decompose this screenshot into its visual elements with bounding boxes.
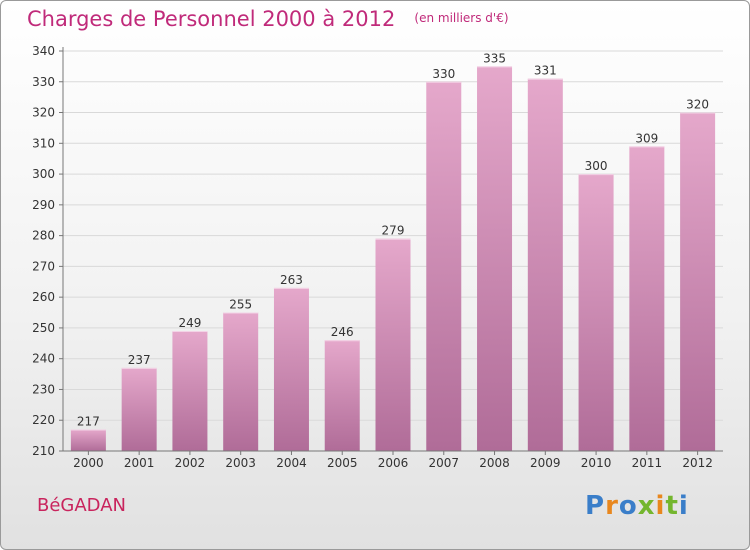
y-tick-label: 280 [32,229,55,243]
bar [527,78,563,451]
x-tick-label: 2012 [682,456,713,470]
y-tick-label: 290 [32,198,55,212]
y-tick-label: 340 [32,44,55,58]
data-label: 331 [534,64,557,78]
data-label: 255 [229,298,252,312]
y-tick-label: 300 [32,167,55,181]
y-tick-label: 260 [32,290,55,304]
bar [629,146,665,451]
x-tick-label: 2001 [124,456,155,470]
axis-layer: 2000 2001 2002 2003 2004 2005 2006 2007 2008 2009… [62,47,723,470]
data-label: 309 [635,131,658,145]
city-name: BéGADAN [37,495,127,516]
x-tick-label: 2009 [530,456,561,470]
x-tick-label: 2002 [175,456,206,470]
y-tick-label: 210 [32,444,55,458]
data-label: 279 [382,224,405,238]
y-tick-label: 230 [32,382,55,396]
bar [477,66,513,451]
logo-letter: o [618,491,638,521]
data-label: 300 [585,159,608,173]
bar [273,287,309,451]
x-tick-label: 2010 [581,456,612,470]
data-label: 249 [178,316,201,330]
logo-letter: i [655,491,666,521]
data-label: 320 [686,98,709,112]
chart-title: Charges de Personnel 2000 à 2012 [27,7,396,31]
y-tick-label: 270 [32,259,55,273]
bar [680,112,716,452]
x-tick-label: 2005 [327,456,358,470]
logo-letter: P [585,491,606,521]
data-label: 335 [483,51,506,65]
data-label: 330 [432,67,455,81]
bar [172,331,208,451]
x-tick-label: 2011 [632,456,663,470]
logo-letter: r [605,491,619,521]
chart-title-row: Charges de Personnel 2000 à 2012 (en mil… [27,7,509,31]
x-tick-label: 2007 [428,456,459,470]
proxiti-logo[interactable]: Proxiti [585,491,689,521]
bar [121,367,157,451]
data-label: 217 [77,414,100,428]
data-label: 246 [331,325,354,339]
x-tick-label: 2000 [73,456,104,470]
x-tick-label: 2006 [378,456,409,470]
bar [70,429,106,451]
x-tick-label: 2004 [276,456,307,470]
logo-letter: t [665,491,679,521]
bar [375,238,411,451]
y-tick-label: 320 [32,106,55,120]
logo-letter: x [637,491,656,521]
chart-subtitle: (en milliers d'€) [414,11,509,25]
y-tick-label: 310 [32,136,55,150]
x-tick-label: 2008 [479,456,510,470]
x-tick-label: 2003 [225,456,256,470]
logo-letter: i [678,491,689,521]
bar-layer: 217 237 249 255 263 246 279 330 335 331 300 309 320 [70,51,716,452]
bar [324,340,360,451]
y-tick-label: 240 [32,352,55,366]
y-tick-label: 220 [32,413,55,427]
bar [578,174,614,452]
y-tick-label: 250 [32,321,55,335]
bar [223,312,259,451]
data-label: 237 [128,353,151,367]
bar [426,81,462,452]
y-tick-label: 330 [32,75,55,89]
data-label: 263 [280,273,303,287]
